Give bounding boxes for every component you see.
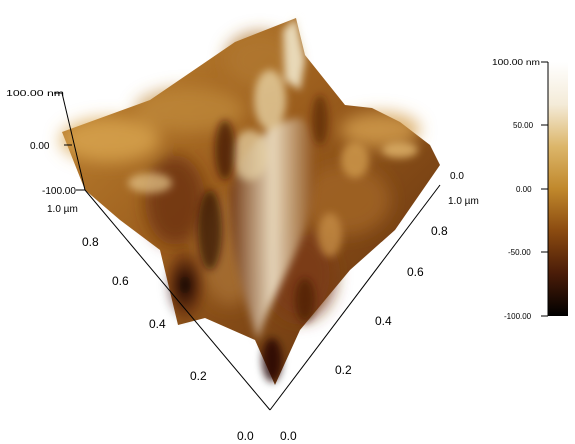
z-tick-label: 0.00 [30, 141, 50, 152]
x-right-tick-label: 0.0 [280, 429, 297, 443]
y-left-tick-label: 0.6 [112, 274, 129, 288]
z-axis: 100.00 nm 0.00 -100.00 [6, 89, 86, 197]
x-right-tick-label: 0.6 [407, 265, 424, 279]
colorbar-tick-label: 100.00 nm [492, 58, 540, 67]
colorbar-tick-label: 0.00 [516, 185, 532, 194]
x-right-tick-label: 0.2 [335, 363, 352, 377]
y-left-tick-label: 1.0 µm [47, 204, 78, 215]
x-axis-right: 0.0 0.2 0.4 0.6 0.8 1.0 µm 0.0 [269, 171, 479, 443]
colorbar: 100.00 nm 50.00 0.00 -50.00 -100.00 [492, 58, 568, 321]
z-tick-label: -100.00 [42, 186, 76, 197]
y-left-tick-label: 0.4 [149, 317, 166, 331]
colorbar-tick-label: -50.00 [508, 248, 531, 257]
surface-plot [60, 18, 440, 385]
colorbar-tick-label: 50.00 [513, 121, 534, 130]
x-right-tick-label: 0.0 [450, 171, 464, 182]
x-right-tick-label: 1.0 µm [448, 196, 479, 207]
x-right-tick-label: 0.8 [431, 224, 448, 238]
y-left-tick-label: 0.8 [82, 235, 99, 249]
y-left-tick-label: 0.2 [190, 369, 207, 383]
y-axis-left: 1.0 µm 0.8 0.6 0.4 0.2 0.0 [47, 189, 271, 443]
y-left-tick-label: 0.0 [237, 429, 254, 443]
colorbar-tick-label: -100.00 [504, 312, 532, 321]
z-tick-label: 100.00 nm [6, 89, 65, 98]
x-right-tick-label: 0.4 [375, 314, 392, 328]
colorbar-rect [548, 62, 568, 316]
